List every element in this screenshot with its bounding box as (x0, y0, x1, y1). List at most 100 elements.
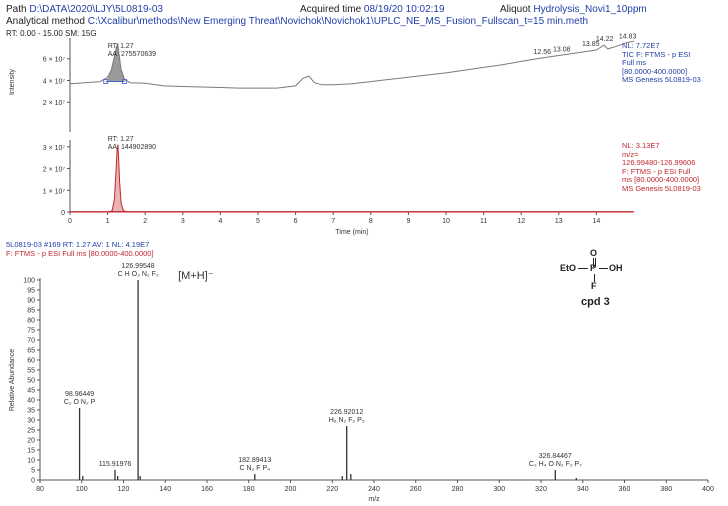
method-label: Analytical method (6, 16, 85, 27)
spectrum-x-axis-label: m/z (368, 496, 380, 503)
path-row: Path D:\DATA\2020\LJY\5L0819-03 (6, 4, 163, 15)
tic-info-line: TIC F: FTMS - p ESI (622, 49, 691, 59)
spectrum-filter-text: F: FTMS - p ESI Full ms [80.0000-400.000… (6, 249, 154, 258)
structure-double-bond-2 (595, 258, 596, 267)
spectrum-y-tick-label: 85 (27, 308, 35, 315)
spectrum-peak-mz-label: 115.91976 (99, 461, 132, 468)
xic-x-tick-label: 9 (406, 218, 410, 225)
spectrum-peak-mz-label: 126.99548 (122, 263, 155, 270)
spectrum-y-tick-label: 95 (27, 288, 35, 295)
xic-x-tick-label: 7 (331, 218, 335, 225)
aliquot-value: Hydrolysis_Novi1_10ppm (533, 4, 647, 15)
spectrum-y-tick-label: 60 (27, 358, 35, 365)
spectrum-y-tick-label: 50 (27, 378, 35, 385)
method-value: C:\Xcalibur\methods\New Emerging Threat\… (87, 16, 589, 27)
tic-info-line: Full ms (622, 58, 647, 68)
spectrum-y-axis-label: Relative Abundance (9, 349, 16, 411)
acq-label: Acquired time (300, 4, 362, 15)
compound-structure: O EtO P OH F cpd 3 (560, 248, 640, 328)
tic-baseline-marker (103, 79, 109, 84)
spectrum-x-tick-label: 100 (76, 486, 88, 493)
tic-rt-annotation: 13.85 (582, 41, 600, 48)
spectrum-x-tick-label: 160 (201, 486, 213, 493)
xic-y-tick-label: 1 × 10⁷ (43, 188, 66, 195)
structure-bond-right (599, 268, 608, 269)
xic-x-tick-label: 6 (294, 218, 298, 225)
tic-side-info: NL: 7.72E7 TIC F: FTMS - p ESI Full ms [… (622, 41, 701, 85)
spectrum-y-tick-label: 5 (31, 468, 35, 475)
spectrum-x-tick-label: 180 (243, 486, 255, 493)
tic-info-line: [80.0000-400.0000] (622, 66, 688, 76)
aliquot-row: Aliquot Hydrolysis_Novi1_10ppm (500, 4, 647, 15)
spectrum-x-tick-label: 120 (118, 486, 130, 493)
path-label: Path (6, 4, 27, 15)
xic-x-tick-label: 8 (369, 218, 373, 225)
spectrum-x-tick-label: 200 (285, 486, 297, 493)
spectrum-y-tick-label: 80 (27, 318, 35, 325)
spectrum-y-tick-label: 25 (27, 428, 35, 435)
spectrum-x-tick-label: 280 (452, 486, 464, 493)
spectrum-y-tick-label: 100 (23, 278, 35, 285)
xic-x-tick-label: 10 (442, 218, 450, 225)
spectrum-peak-formula: C H O₃ N₂ F₂ (118, 271, 159, 278)
xic-x-tick-label: 2 (143, 218, 147, 225)
xic-side-info: NL: 3.13E7 m/z= 126.99480-126.99606 F: F… (622, 141, 701, 194)
spectrum-y-tick-label: 0 (31, 478, 35, 485)
acq-row: Acquired time 08/19/20 10:02:19 (300, 4, 445, 15)
spectrum-x-tick-label: 340 (577, 486, 589, 493)
tic-peak-rt-label: RT: 1.27 (108, 43, 134, 50)
molecular-ion-annotation: [M+H]⁻ (178, 270, 214, 282)
spectrum-y-tick-label: 40 (27, 398, 35, 405)
spectrum-x-tick-label: 80 (36, 486, 44, 493)
spectrum-peak-mz-label: 98.96449 (65, 391, 94, 398)
xic-series-line (70, 144, 634, 213)
xic-x-tick-label: 12 (517, 218, 525, 225)
spectrum-y-tick-label: 90 (27, 298, 35, 305)
spectrum-y-tick-label: 10 (27, 458, 35, 465)
spectrum-x-tick-label: 260 (410, 486, 422, 493)
structure-oh: OH (609, 263, 623, 273)
xic-x-tick-label: 3 (181, 218, 185, 225)
spectrum-x-tick-label: 240 (368, 486, 380, 493)
spectrum-y-tick-label: 45 (27, 388, 35, 395)
spectrum-y-tick-label: 65 (27, 348, 35, 355)
spectrum-peak-formula: H₆ N₂ F₂ P₅ (329, 417, 365, 424)
structure-bond-down (594, 274, 595, 282)
spectrum-x-tick-label: 360 (619, 486, 631, 493)
acq-value: 08/19/20 10:02:19 (363, 4, 445, 15)
spectrum-y-tick-label: 30 (27, 418, 35, 425)
xic-x-tick-label: 5 (256, 218, 260, 225)
aliquot-label: Aliquot (500, 4, 531, 15)
xic-info-line: 126.99480-126.99606 (622, 158, 696, 168)
structure-f: F (591, 281, 597, 291)
xic-y-tick-label: 3 × 10⁷ (43, 145, 66, 152)
structure-double-bond (593, 258, 594, 267)
spectrum-x-tick-label: 220 (326, 486, 338, 493)
spectrum-scan-title: 5L0819-03 #169 RT: 1.27 AV: 1 NL: 4.19E7 (6, 240, 150, 249)
tic-rt-annotation: 12.56 (533, 49, 551, 56)
xic-x-axis-label: Time (min) (335, 229, 368, 236)
xic-info-line: F: FTMS - p ESI Full (622, 166, 691, 176)
xic-x-tick-label: 14 (593, 218, 601, 225)
method-row: Analytical method C:\Xcalibur\methods\Ne… (6, 16, 588, 27)
tic-rt-annotation: 14.83 (619, 33, 637, 40)
xic-peak-rt-label: RT: 1.27 (108, 136, 134, 143)
xic-info-line: ms [80.0000-400.0000] (622, 175, 700, 185)
tic-y-tick-label: 2 × 10⁷ (43, 100, 66, 107)
xic-x-tick-label: 13 (555, 218, 563, 225)
xic-info-line: m/z= (622, 149, 639, 159)
tic-series-line (69, 40, 635, 89)
xic-y-tick-label: 0 (61, 210, 65, 217)
structure-o: O (590, 248, 598, 258)
spectrum-peak-mz-label: 326.84467 (539, 453, 572, 460)
tic-peak-area (107, 44, 125, 82)
spectrum-peak-mz-label: 182.89413 (238, 457, 271, 464)
tic-peak-aa-label: AA: 275570639 (108, 51, 156, 58)
xic-peak-aa-label: AA: 144902890 (108, 144, 156, 151)
spectrum-peak-formula: C N₂ F P₄ (240, 465, 271, 472)
xic-y-tick-label: 2 × 10⁷ (43, 167, 66, 174)
spectrum-filter-title: F: FTMS - p ESI Full ms [80.0000-400.000… (6, 249, 154, 258)
xic-info-line: NL: 3.13E7 (622, 141, 660, 150)
rt-range: RT: 0.00 - 15.00 SM: 15G (6, 29, 97, 38)
spectrum-peak-mz-label: 226.92012 (330, 409, 363, 416)
